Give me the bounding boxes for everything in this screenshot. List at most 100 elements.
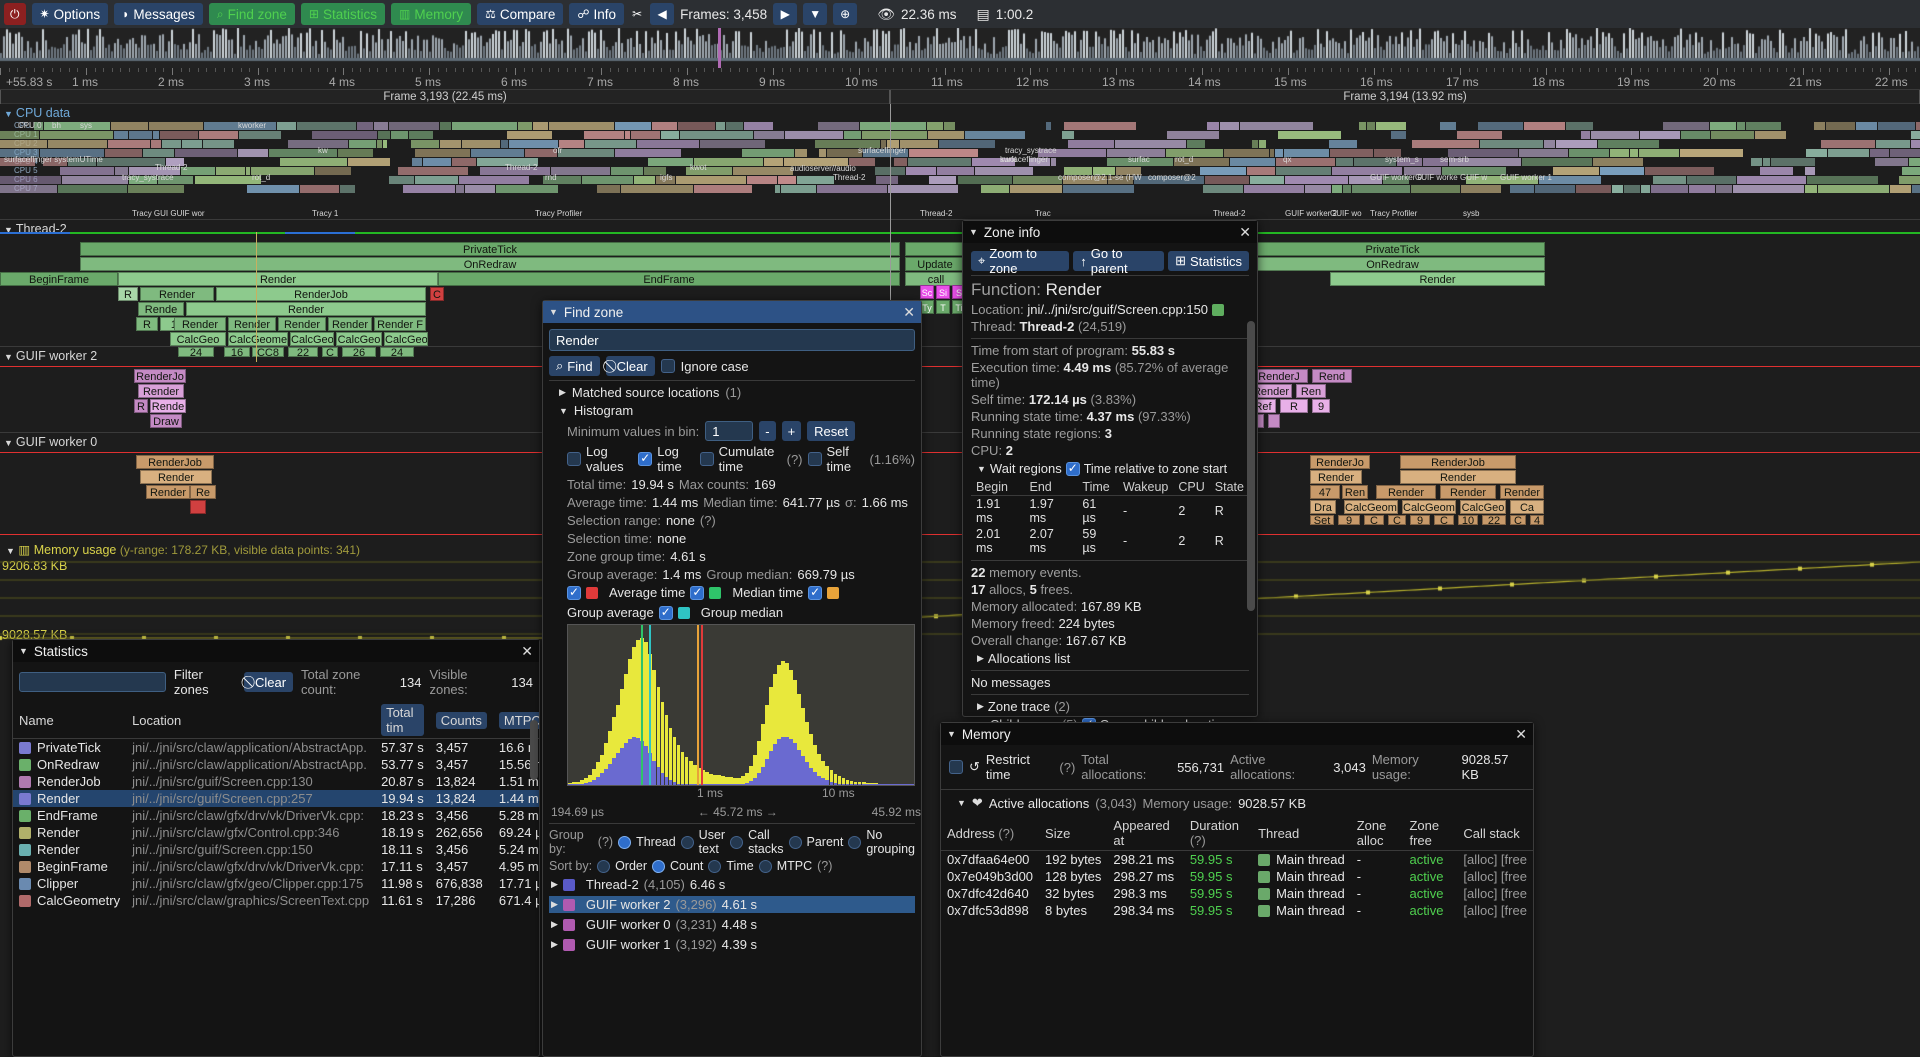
timeline-zone[interactable]: Draw xyxy=(150,414,182,428)
cpu-activity-band[interactable] xyxy=(1186,140,1206,148)
triangle-right-icon[interactable]: ▶ xyxy=(977,653,984,663)
cpu-activity-band[interactable] xyxy=(1534,185,1576,193)
cpu-activity-band[interactable] xyxy=(1277,131,1342,139)
cpu-activity-band[interactable] xyxy=(348,158,391,166)
cpu-activity-band[interactable] xyxy=(1448,158,1522,166)
cpu-activity-band[interactable] xyxy=(620,185,694,193)
cpu-activity-band[interactable] xyxy=(726,122,743,130)
timeline-zone[interactable]: C xyxy=(1510,515,1526,525)
triangle-down-icon[interactable]: ▼ xyxy=(19,646,28,656)
timeline-zone[interactable]: R xyxy=(1280,399,1308,413)
memory-cell-callstack[interactable]: [alloc] [free xyxy=(1463,903,1527,918)
cpu-activity-band[interactable] xyxy=(1817,185,1889,193)
cpu-activity-band[interactable] xyxy=(774,185,780,193)
cpu-activity-band[interactable] xyxy=(508,140,558,148)
timeline-zone[interactable]: Render F xyxy=(374,317,426,331)
table-row[interactable]: EndFrame jni/../jni/src/claw/gfx/drv/vk/D… xyxy=(13,807,539,824)
clear-filter-button[interactable]: ⃠Clear xyxy=(243,672,294,692)
timeline-zone[interactable]: 9 xyxy=(1410,515,1430,525)
cpu-activity-band[interactable] xyxy=(795,149,807,157)
cpu-activity-band[interactable] xyxy=(1230,158,1276,166)
memory-cell-address[interactable]: 0x7dfc53d898 xyxy=(947,903,1029,918)
cpu-activity-band[interactable] xyxy=(181,167,216,175)
cpu-activity-band[interactable] xyxy=(1270,149,1275,157)
timeline-zone[interactable]: C xyxy=(322,347,338,357)
cpu-activity-band[interactable] xyxy=(500,140,508,148)
cpu-activity-band[interactable] xyxy=(557,149,615,157)
cpu-activity-band[interactable] xyxy=(1051,158,1057,166)
cpu-activity-band[interactable] xyxy=(1397,158,1423,166)
cpu-activity-band[interactable] xyxy=(1523,122,1565,130)
memory-header-zone-alloc[interactable]: Zone alloc xyxy=(1350,816,1404,851)
cpu-activity-band[interactable] xyxy=(409,131,433,139)
cpu-activity-band[interactable] xyxy=(611,167,644,175)
memory-cell-callstack[interactable]: [alloc] [free xyxy=(1463,852,1527,867)
cpu-activity-band[interactable] xyxy=(874,167,905,175)
cpu-activity-band[interactable] xyxy=(1629,149,1638,157)
cpu-activity-band[interactable] xyxy=(1877,122,1916,130)
cpu-activity-band[interactable] xyxy=(389,122,440,130)
frame-box[interactable]: Frame 3,194 (13.92 ms) xyxy=(890,90,1920,104)
cpu-activity-band[interactable] xyxy=(1477,122,1523,130)
group-median-checkbox[interactable] xyxy=(658,605,673,620)
cpu-activity-band[interactable] xyxy=(887,140,899,148)
memory-cell-address[interactable]: 0x7dfc42d640 xyxy=(947,886,1029,901)
cpu-activity-band[interactable] xyxy=(1348,176,1382,184)
table-row[interactable]: OnRedraw jni/../jni/src/claw/application/… xyxy=(13,756,539,773)
cpu-activity-band[interactable] xyxy=(104,149,142,157)
memory-title-bar[interactable]: ▼ Memory ✕ xyxy=(941,723,1533,745)
zone-trace-label[interactable]: Zone trace xyxy=(987,699,1051,714)
timeline-zone[interactable]: 22 xyxy=(288,347,318,357)
cpu-activity-band[interactable] xyxy=(1304,185,1332,193)
timeline-zone[interactable]: C xyxy=(430,287,444,301)
cpu-activity-band[interactable] xyxy=(686,167,732,175)
duration-hint[interactable]: (?) xyxy=(1189,833,1206,848)
timeline-zone[interactable]: Ca xyxy=(1510,500,1544,514)
cpu-activity-band[interactable] xyxy=(40,149,104,157)
timeline-zone[interactable]: 47 xyxy=(1310,485,1340,499)
cpu-activity-band[interactable] xyxy=(113,131,129,139)
cpu-activity-band[interactable] xyxy=(1376,122,1407,130)
cpu-activity-band[interactable] xyxy=(114,167,129,175)
cpu-activity-band[interactable] xyxy=(1680,131,1711,139)
matched-sources-label[interactable]: Matched source locations xyxy=(571,385,720,400)
cpu-activity-band[interactable] xyxy=(974,167,1033,175)
cpu-activity-band[interactable] xyxy=(876,176,898,184)
restrict-time-hint[interactable]: (?) xyxy=(1059,759,1076,775)
timeline-zone[interactable]: 9 xyxy=(1338,515,1360,525)
cpu-activity-band[interactable] xyxy=(1553,167,1599,175)
timeline-marker-zone[interactable]: Si xyxy=(936,285,950,299)
cpu-activity-band[interactable] xyxy=(715,122,726,130)
timeline-zone[interactable]: RenderJo xyxy=(134,369,186,383)
allocations-table[interactable]: Address (?) Size Appeared at Duration (?) Th… xyxy=(941,816,1533,919)
cpu-activity-band[interactable] xyxy=(423,158,452,166)
cpu-activity-band[interactable] xyxy=(33,122,43,130)
timeline-zone[interactable]: C xyxy=(1388,515,1406,525)
cpu-activity-band[interactable] xyxy=(149,122,204,130)
cpu-activity-band[interactable] xyxy=(288,140,348,148)
find-zone-title-bar[interactable]: ▼ Find zone ✕ xyxy=(543,301,921,323)
cpu-activity-band[interactable] xyxy=(549,122,614,130)
cpu-activity-band[interactable] xyxy=(550,167,611,175)
cpu-activity-band[interactable] xyxy=(60,167,114,175)
zone-statistics-button[interactable]: ⊞ Statistics xyxy=(1168,251,1249,271)
find-zone-group-row[interactable]: ▶ GUIF worker 2 (3,296) 4.61 s xyxy=(549,896,915,913)
cpu-activity-band[interactable] xyxy=(1746,122,1782,130)
timeline-zone[interactable]: Render xyxy=(278,317,326,331)
cpu-activity-band[interactable] xyxy=(783,158,848,166)
group-by-no-grouping-radio[interactable] xyxy=(848,835,862,849)
memory-header-zone-free[interactable]: Zone free xyxy=(1403,816,1458,851)
prev-frame-button[interactable]: ◀ xyxy=(650,3,675,25)
next-frame-button[interactable]: ▶ xyxy=(773,3,798,25)
cpu-activity-band[interactable] xyxy=(1461,185,1501,193)
cpu-activity-band[interactable] xyxy=(1645,167,1715,175)
timeline-zone[interactable]: Render xyxy=(186,302,426,316)
cpu-activity-band[interactable] xyxy=(861,131,928,139)
cpu-activity-band[interactable] xyxy=(1382,176,1409,184)
cpu-activity-band[interactable] xyxy=(1063,167,1092,175)
wait-regions-label[interactable]: Wait regions xyxy=(989,461,1062,476)
timeline-zone[interactable]: Render xyxy=(1310,470,1362,484)
triangle-down-icon[interactable]: ▼ xyxy=(977,463,986,474)
cpu-activity-band[interactable] xyxy=(174,149,238,157)
cpu-activity-band[interactable] xyxy=(297,122,357,130)
